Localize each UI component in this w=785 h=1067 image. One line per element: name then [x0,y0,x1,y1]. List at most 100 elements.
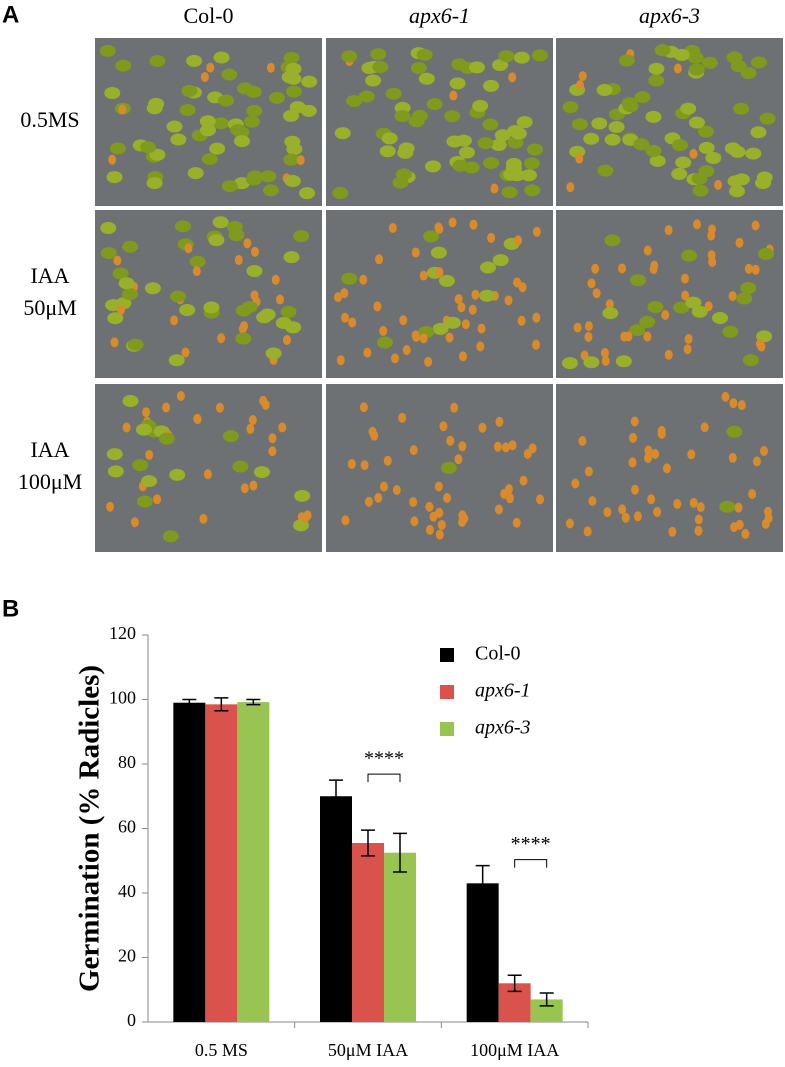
seedling [299,187,316,200]
seedling [435,267,444,278]
seedling [110,337,119,348]
seedling [523,448,532,459]
seedling [370,48,387,61]
seedling [392,484,401,495]
seedling [435,223,444,234]
seedling [192,266,201,277]
seedling [217,333,226,344]
seedling [673,498,682,509]
seedling [107,312,124,325]
seedling [468,61,485,74]
seedling [680,102,697,115]
error-bar [507,974,522,993]
legend-label: apx6-1 [475,680,531,702]
row-label: IAA [30,437,69,462]
seedling [234,135,251,148]
seedling [241,300,258,313]
seedling [268,91,285,104]
seedling [647,494,656,505]
y-tick-label: 0 [127,1010,136,1030]
seedling [504,295,513,306]
seedling [584,331,593,342]
seedling [170,290,187,303]
seedling [429,511,438,522]
seedling [693,219,702,230]
seedling [132,459,149,472]
seedling [379,325,388,336]
seedling [651,449,660,460]
seedling [618,263,627,274]
seedling [519,475,528,486]
seedling [639,315,656,328]
seedling [460,513,469,524]
seedling [727,175,744,188]
seedling [359,402,368,413]
seedling [737,400,746,411]
y-tick-label: 40 [118,881,136,901]
column-label: Col-0 [183,3,233,28]
seedling [136,495,153,508]
seedling [526,143,543,156]
seedling [221,68,238,81]
seedling [744,263,753,274]
seedling [584,466,593,477]
seedling [664,225,673,236]
photo [95,384,322,552]
seedling [375,254,384,265]
seedling [410,516,419,527]
seedling [444,316,461,329]
seedling [741,528,750,539]
seedling [633,138,650,151]
seedling [668,526,677,537]
seedling [490,138,507,151]
seedling [332,187,349,200]
bar [205,704,238,1022]
seedling [434,481,443,492]
seedling [588,496,597,507]
seedling [621,512,630,523]
seedling [399,315,408,326]
seedling [260,170,277,183]
seedling [149,148,166,161]
row-label: 100μM [18,469,82,494]
seedling [622,100,639,113]
seedling [763,506,772,517]
seedling [278,422,287,433]
seedling [697,125,714,138]
seedling [591,117,608,130]
seedling [477,137,494,150]
seedling [461,319,470,330]
seedling [745,147,762,160]
seedling [100,221,117,234]
seedling [301,75,318,88]
seedling [374,492,383,503]
seedling [206,62,215,73]
seedling [618,54,635,67]
seedling [416,48,433,61]
seedling [707,224,716,235]
seedling [275,317,292,330]
error-bar [246,698,261,706]
seedling [517,315,526,326]
legend-label: Col-0 [475,643,521,665]
seedling [578,435,587,446]
seedling [250,246,259,257]
seedling [571,478,580,489]
seedling [694,525,703,536]
seedling [283,51,300,64]
seedling [698,141,715,154]
seedling [439,421,448,432]
seedling [600,347,609,358]
seedling [212,216,229,229]
y-tick-label: 80 [118,752,136,772]
seedling [649,154,666,167]
seedling [186,54,203,67]
seedling [127,338,144,351]
seedling [487,232,496,243]
seedling [507,136,524,149]
seedling [108,154,117,165]
y-tick-label: 60 [118,817,136,837]
seedling [644,445,653,456]
seedling [648,62,665,75]
